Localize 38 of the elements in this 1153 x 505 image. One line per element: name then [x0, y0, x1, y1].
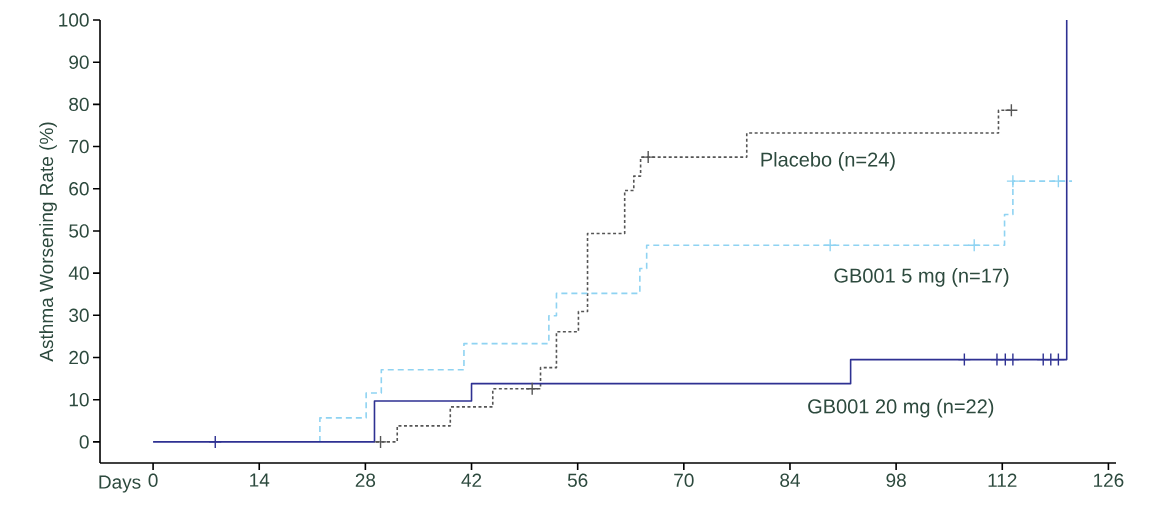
y-tick-label: 30	[69, 308, 89, 323]
point	[1004, 103, 1019, 117]
x-tick-label: 0	[148, 473, 158, 487]
x-tick-label: 84	[780, 473, 800, 487]
y-tick-label: 80	[69, 97, 89, 112]
y-tick-label: 60	[69, 182, 89, 196]
point	[1051, 352, 1066, 367]
x-tick-label: 28	[355, 473, 376, 487]
x-tick-label: 42	[461, 473, 482, 487]
point	[1006, 352, 1020, 367]
y-tick-label: 10	[69, 392, 89, 407]
y-tick-label: 0	[79, 435, 89, 449]
x-tick-label: 112	[988, 473, 1017, 487]
point	[208, 435, 222, 449]
y-tick-label: 40	[68, 266, 89, 280]
x-axis-title: Days	[99, 475, 141, 493]
y-tick-label: 50	[69, 224, 89, 238]
y-tick-label: 20	[69, 350, 89, 365]
series-label: Placebo (n=24)	[761, 152, 895, 171]
y-tick-label: 90	[69, 55, 89, 69]
series-label: GB001 5 mg (n=17)	[834, 268, 1009, 287]
y-tick-label: 70	[69, 139, 89, 154]
point	[1006, 174, 1020, 188]
x-tick-label: 126	[1094, 473, 1124, 487]
point	[373, 435, 388, 449]
point	[525, 382, 539, 396]
point	[823, 238, 837, 252]
x-tick-label: 56	[567, 473, 588, 487]
y-tick-label: 100	[59, 13, 89, 27]
point	[641, 150, 655, 164]
point	[957, 352, 972, 367]
series-label: GB001 20 mg (n=22)	[808, 398, 994, 418]
x-tick-label: 70	[674, 473, 694, 487]
x-tick-label: 98	[886, 473, 906, 487]
point	[1051, 174, 1066, 188]
y-axis-title: Asthma Worsening Rate (%)	[39, 122, 57, 362]
point	[967, 238, 981, 252]
x-tick-label: 14	[250, 473, 270, 487]
